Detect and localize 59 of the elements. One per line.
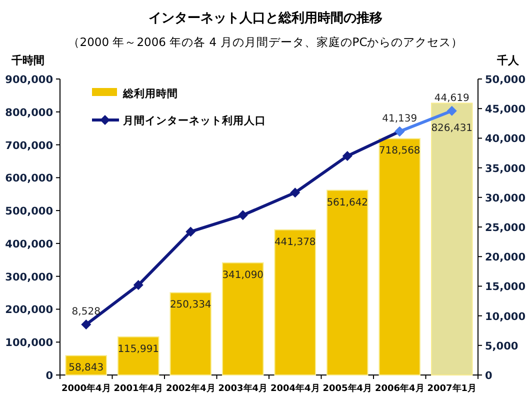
y2-tick-label: 15,000 xyxy=(485,281,526,294)
y2-tick-label: 25,000 xyxy=(485,222,526,234)
data-label: 44,619 xyxy=(434,92,470,104)
x-tick-label: 2003年4月 xyxy=(218,383,268,394)
data-label: 561,642 xyxy=(326,197,368,208)
bar xyxy=(326,190,368,376)
data-label: 718,568 xyxy=(378,146,420,157)
y2-tick-label: 20,000 xyxy=(485,252,526,264)
data-label: 115,991 xyxy=(118,344,160,355)
x-tick-label: 2004年4月 xyxy=(270,383,320,394)
bar xyxy=(378,138,420,376)
y-tick-label: 600,000 xyxy=(5,172,53,185)
y2-tick-label: 10,000 xyxy=(485,310,526,323)
bar xyxy=(274,229,316,376)
data-label: 41,139 xyxy=(382,113,418,124)
y-tick-label: 100,000 xyxy=(5,337,53,350)
y-axis-title: 千時間 xyxy=(10,54,44,67)
data-label: 8,528 xyxy=(72,306,100,318)
y-tick-label: 400,000 xyxy=(5,238,53,250)
point xyxy=(290,188,300,198)
x-tick-label: 2001年4月 xyxy=(114,383,164,394)
point xyxy=(81,320,92,330)
y-tick-label: 300,000 xyxy=(5,271,53,284)
y-tick-label: 500,000 xyxy=(5,206,53,218)
data-label: 341,090 xyxy=(222,270,264,281)
y2-tick-label: 0 xyxy=(485,370,492,382)
x-tick-label: 2006年4月 xyxy=(374,383,424,394)
bar xyxy=(117,336,160,376)
y2-tick-label: 35,000 xyxy=(485,162,526,175)
y-tick-label: 800,000 xyxy=(5,106,53,119)
y-tick-label: 700,000 xyxy=(5,140,53,152)
legend-label: 月間インターネット利用人口 xyxy=(122,114,266,127)
point xyxy=(133,280,144,290)
data-label: 826,431 xyxy=(431,122,473,134)
point xyxy=(446,106,457,116)
y2-tick-label: 5,000 xyxy=(485,340,518,352)
y-tick-label: 200,000 xyxy=(5,304,53,316)
y2-tick-label: 45,000 xyxy=(485,104,526,116)
point xyxy=(342,150,352,161)
data-label: 441,378 xyxy=(274,236,316,248)
y2-tick-label: 50,000 xyxy=(485,74,526,86)
x-tick-label: 2005年4月 xyxy=(322,383,372,394)
bar xyxy=(430,102,473,376)
chart-subtitle: （2000 年～2006 年の各 4 月の月間データ、家庭のPCからのアクセス） xyxy=(68,35,464,49)
y2-tick-label: 30,000 xyxy=(485,192,526,204)
y-tick-label: 0 xyxy=(46,370,53,382)
x-tick-label: 2002年4月 xyxy=(166,383,216,394)
y2-axis-title: 千人 xyxy=(496,54,520,67)
bar xyxy=(170,292,212,376)
bar xyxy=(222,262,264,376)
y2-tick-label: 40,000 xyxy=(485,133,526,146)
x-tick-label: 2000年4月 xyxy=(61,383,111,394)
x-tick-label: 2007年1月 xyxy=(427,383,477,394)
chart-title: インターネット人口と総利用時間の推移 xyxy=(148,10,382,26)
point xyxy=(186,226,196,237)
y-tick-label: 900,000 xyxy=(5,74,53,86)
point xyxy=(238,210,248,220)
legend-label: 総利用時間 xyxy=(122,87,178,100)
data-label: 58,843 xyxy=(68,362,104,374)
